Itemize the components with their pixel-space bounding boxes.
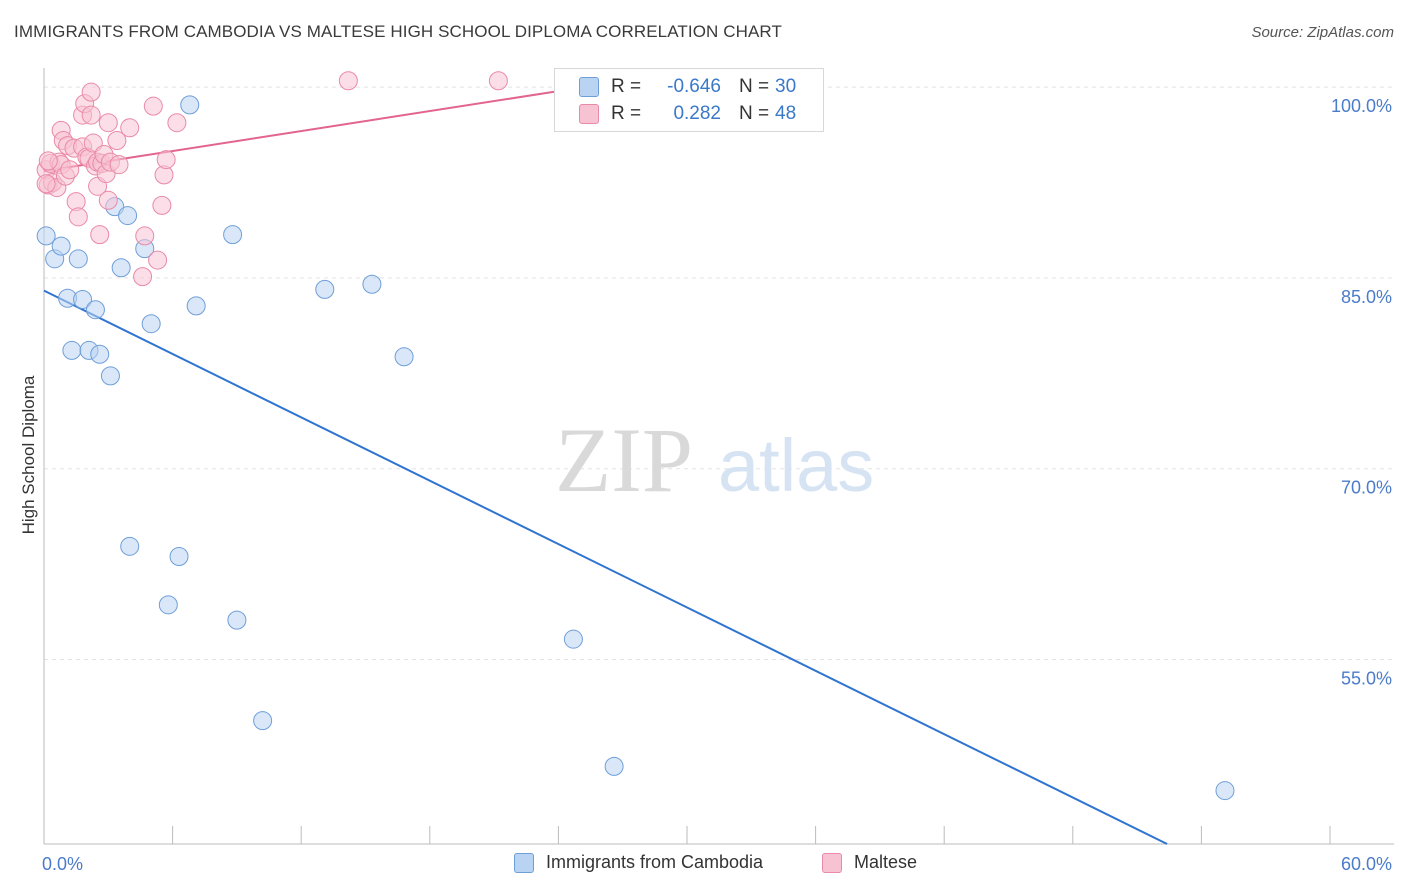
- chart-title: IMMIGRANTS FROM CAMBODIA VS MALTESE HIGH…: [14, 22, 782, 41]
- maltese-point: [488, 71, 508, 91]
- maltese-point: [98, 113, 118, 133]
- cambodia-point: [120, 536, 140, 556]
- legend-swatch-blue: [579, 77, 599, 97]
- series-legend: Immigrants from Cambodia Maltese: [0, 852, 1406, 878]
- maltese-point: [90, 225, 110, 245]
- maltese-point: [81, 82, 101, 102]
- cambodia-point: [62, 340, 82, 360]
- cambodia-point: [180, 95, 200, 115]
- cambodia-point: [1215, 781, 1235, 801]
- y-tick-label: 85.0%: [1341, 287, 1392, 307]
- cambodia-point: [100, 366, 120, 386]
- gridlines: [44, 86, 1394, 661]
- legend-n-label: N =: [739, 76, 770, 97]
- maltese-trend-line: [43, 78, 634, 173]
- y-tick-label: 55.0%: [1341, 669, 1392, 689]
- cambodia-point: [141, 314, 161, 334]
- x-tick-label: 0.0%: [42, 854, 83, 874]
- cambodia-point: [604, 756, 624, 776]
- maltese-point: [148, 250, 168, 270]
- legend-r-label: R =: [611, 103, 642, 124]
- y-tick-label: 70.0%: [1341, 478, 1392, 498]
- cambodia-point: [36, 226, 56, 246]
- legend-label-maltese: Maltese: [854, 852, 918, 872]
- maltese-point: [38, 151, 58, 171]
- maltese-point: [338, 71, 358, 91]
- cambodia-point: [315, 279, 335, 299]
- legend-swatch-blue: [514, 852, 534, 873]
- data-points: [36, 71, 1235, 801]
- legend-r-value: 0.282: [673, 103, 721, 124]
- tick-labels: 100.0% 85.0% 70.0% 55.0% 0.0% 60.0%: [42, 96, 1392, 874]
- legend-n-value: 48: [775, 103, 797, 124]
- maltese-point: [107, 131, 127, 151]
- cambodia-point: [223, 225, 243, 245]
- legend-r-label: R =: [611, 76, 642, 97]
- maltese-point: [167, 113, 187, 133]
- cambodia-point: [186, 296, 206, 316]
- cambodia-point: [118, 206, 138, 226]
- legend-swatch-pink: [579, 104, 599, 124]
- legend-r-value: -0.646: [667, 76, 721, 97]
- cambodia-point: [158, 595, 178, 615]
- cambodia-trend-line: [43, 289, 1168, 845]
- trend-lines: [43, 78, 1168, 845]
- legend-item-cambodia[interactable]: Immigrants from Cambodia: [514, 852, 763, 873]
- legend-n-label: N =: [739, 103, 770, 124]
- maltese-point: [60, 160, 80, 180]
- stats-legend: R = -0.646 N = 30 R = 0.282 N = 48: [554, 68, 824, 132]
- axes: [43, 68, 1394, 845]
- cambodia-point: [51, 236, 71, 256]
- legend-swatch-pink: [822, 852, 842, 873]
- maltese-point: [133, 267, 153, 287]
- cambodia-point: [227, 610, 247, 630]
- source-label: Source: ZipAtlas.com: [1251, 24, 1394, 41]
- maltese-point: [156, 150, 176, 170]
- cambodia-point: [73, 290, 93, 310]
- maltese-point: [152, 195, 172, 215]
- cambodia-point: [85, 300, 105, 320]
- y-tick-label: 100.0%: [1331, 96, 1392, 116]
- legend-label-cambodia: Immigrants from Cambodia: [546, 852, 764, 872]
- maltese-point: [120, 118, 140, 138]
- watermark-zip: ZIP: [555, 409, 693, 511]
- legend-row-maltese: R = 0.282 N = 48: [579, 100, 796, 128]
- maltese-point: [109, 155, 129, 175]
- maltese-point: [36, 174, 56, 194]
- legend-item-maltese[interactable]: Maltese: [822, 852, 917, 873]
- cambodia-point: [362, 274, 382, 294]
- legend-n-value: 30: [775, 76, 797, 97]
- y-axis-label: High School Diploma: [19, 375, 38, 534]
- cambodia-point: [90, 344, 110, 364]
- maltese-point: [68, 207, 88, 227]
- cambodia-point: [394, 347, 414, 367]
- cambodia-point: [68, 249, 88, 269]
- maltese-point: [98, 190, 118, 210]
- maltese-point: [143, 96, 163, 116]
- cambodia-point: [111, 258, 131, 278]
- maltese-point: [81, 105, 101, 125]
- maltese-point: [135, 226, 155, 246]
- cambodia-point: [169, 546, 189, 566]
- x-tick-label: 60.0%: [1341, 854, 1392, 874]
- legend-row-cambodia: R = -0.646 N = 30: [579, 73, 796, 101]
- cambodia-point: [253, 711, 273, 731]
- watermark-atlas: atlas: [718, 424, 874, 507]
- cambodia-point: [563, 629, 583, 649]
